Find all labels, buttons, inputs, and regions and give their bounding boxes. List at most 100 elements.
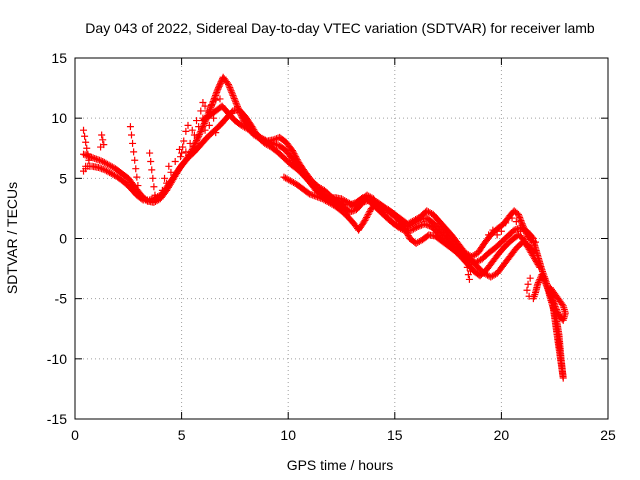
data-point-track-a	[230, 93, 238, 101]
data-point-track-a	[516, 214, 524, 222]
data-point-early-spikes	[126, 123, 134, 131]
data-point-track-a	[92, 155, 100, 163]
data-point-track-a	[225, 80, 233, 88]
data-point-early-spikes	[207, 101, 215, 109]
data-point-track-a	[89, 154, 97, 162]
data-point-early-spikes	[178, 149, 186, 157]
data-point-track-a	[514, 210, 522, 218]
data-point-track-b	[138, 195, 146, 203]
data-point-track-a	[215, 82, 223, 90]
data-point-early-spikes	[201, 126, 209, 134]
data-point-track-a	[516, 215, 524, 223]
data-point-early-spikes	[83, 144, 91, 152]
data-point-late-cluster	[468, 259, 476, 267]
x-axis-label: GPS time / hours	[287, 457, 394, 473]
data-point-track-b	[96, 164, 104, 172]
data-point-track-d	[402, 227, 410, 235]
data-point-track-e	[537, 272, 545, 280]
data-point-track-b	[149, 195, 157, 203]
data-point-early-spikes	[190, 131, 198, 139]
data-point-early-spikes	[161, 174, 169, 182]
data-point-track-c	[348, 200, 356, 208]
data-point-track-d	[363, 213, 371, 221]
data-point-early-spikes	[98, 131, 106, 139]
data-point-track-b	[416, 222, 424, 230]
data-point-late-cluster	[465, 275, 473, 283]
data-point-early-spikes	[188, 126, 196, 134]
data-point-early-spikes	[201, 102, 209, 110]
data-point-track-a	[517, 217, 525, 225]
data-point-early-spikes	[149, 174, 157, 182]
data-point-track-c	[272, 141, 280, 149]
data-point-track-e	[542, 280, 550, 288]
data-point-track-e	[554, 310, 562, 318]
data-point-track-e	[555, 312, 563, 320]
data-point-late-cluster	[466, 267, 474, 275]
data-point-early-spikes	[205, 121, 213, 129]
data-point-track-a	[94, 156, 102, 164]
y-tick-label: -15	[47, 411, 67, 427]
data-point-track-e	[547, 293, 555, 301]
data-point-track-c	[269, 139, 277, 147]
data-point-late-cluster	[521, 236, 529, 244]
data-point-early-spikes	[84, 150, 92, 158]
data-point-late-cluster	[508, 214, 516, 222]
data-point-track-a	[228, 88, 236, 96]
data-point-track-a	[97, 157, 105, 165]
data-point-track-e	[543, 283, 551, 291]
data-point-track-e	[542, 281, 550, 289]
data-point-early-spikes	[186, 139, 194, 147]
data-point-early-spikes	[100, 141, 108, 149]
data-point-track-b	[528, 233, 536, 241]
data-point-track-a	[96, 156, 104, 164]
data-point-track-d	[362, 215, 370, 223]
data-point-early-spikes	[195, 143, 203, 151]
data-point-track-b	[147, 195, 155, 203]
data-point-track-e	[553, 307, 561, 315]
x-tick-label: 15	[387, 427, 403, 443]
data-point-early-spikes	[216, 95, 224, 103]
data-point-track-a	[288, 147, 296, 155]
data-point-early-spikes	[85, 156, 93, 164]
data-point-late-cluster	[525, 292, 533, 300]
data-point-early-spikes	[199, 99, 207, 107]
y-tick-label: 0	[59, 231, 67, 247]
data-point-track-d	[366, 207, 374, 215]
data-point-early-spikes	[197, 107, 205, 115]
data-point-late-cluster	[526, 274, 534, 282]
data-point-early-spikes	[195, 123, 203, 131]
data-point-track-d	[404, 230, 412, 238]
data-point-early-spikes	[182, 127, 190, 135]
data-point-track-a	[192, 138, 200, 146]
data-point-track-e	[548, 295, 556, 303]
data-point-track-c	[415, 216, 423, 224]
data-point-track-a	[232, 98, 240, 106]
data-point-early-spikes	[80, 126, 88, 134]
data-point-track-d	[401, 224, 409, 232]
data-point-track-a	[227, 87, 235, 95]
data-point-track-d	[317, 194, 325, 202]
data-point-early-spikes	[147, 157, 155, 165]
data-point-track-e	[536, 275, 544, 283]
data-point-track-e	[529, 295, 537, 303]
data-point-track-a	[195, 132, 203, 140]
data-point-early-spikes	[171, 157, 179, 165]
x-tick-label: 10	[280, 427, 296, 443]
data-point-early-spikes	[86, 162, 94, 170]
data-point-track-e	[551, 301, 559, 309]
data-point-track-a	[193, 137, 201, 145]
data-point-early-spikes	[130, 148, 138, 156]
data-point-early-spikes	[134, 182, 142, 190]
data-point-track-d	[315, 194, 323, 202]
data-point-early-spikes	[182, 148, 190, 156]
data-point-early-spikes	[179, 143, 187, 151]
data-point-track-e	[538, 271, 546, 279]
data-point-early-spikes	[82, 138, 90, 146]
data-point-track-e	[549, 296, 557, 304]
data-point-track-e	[554, 308, 562, 316]
data-point-late-cluster	[502, 219, 510, 227]
data-point-track-a	[223, 79, 231, 87]
data-point-track-a	[348, 207, 356, 215]
data-point-early-spikes	[210, 114, 218, 122]
